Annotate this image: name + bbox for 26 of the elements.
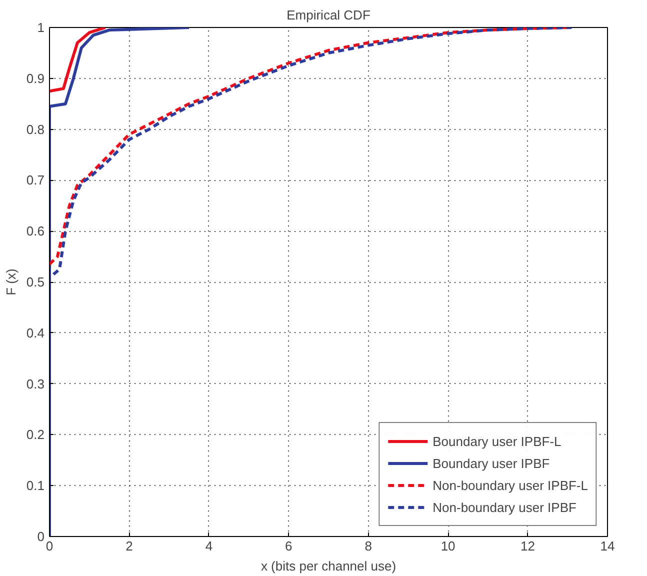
y-tick-label: 0.1 bbox=[26, 478, 45, 494]
x-tick-label: 6 bbox=[285, 538, 292, 554]
y-tick-label: 0.6 bbox=[26, 224, 45, 239]
x-tick-label: 10 bbox=[440, 538, 456, 554]
x-tick-label: 8 bbox=[364, 538, 372, 554]
legend-label: Non-boundary user IPBF bbox=[432, 500, 576, 514]
legend-label: Non-boundary user IPBF-L bbox=[432, 478, 588, 492]
chart-title: Empirical CDF bbox=[286, 8, 370, 22]
y-tick-label: 0.8 bbox=[26, 122, 45, 137]
x-tick-label: 4 bbox=[205, 538, 213, 554]
x-tick-label: 2 bbox=[126, 538, 133, 554]
y-tick-label: 0.7 bbox=[26, 172, 45, 188]
line-series bbox=[50, 28, 107, 93]
y-tick-label: 0.5 bbox=[26, 274, 45, 290]
y-tick-label: 0 bbox=[37, 529, 45, 544]
y-tick-label: 0.4 bbox=[26, 325, 45, 340]
legend-label: Boundary user IPBF bbox=[432, 456, 550, 470]
x-tick-label: 14 bbox=[600, 538, 615, 554]
x-axis-title: x (bits per channel use) bbox=[260, 558, 396, 574]
y-tick-label: 0.3 bbox=[26, 376, 45, 392]
y-tick-label: 0.2 bbox=[26, 427, 45, 442]
y-axis-title: F (x) bbox=[3, 268, 18, 296]
legend-label: Boundary user IPBF-L bbox=[432, 434, 562, 448]
y-tick-label: 0.9 bbox=[26, 70, 45, 86]
x-tick-label: 12 bbox=[520, 538, 536, 554]
y-tick-label: 1 bbox=[37, 20, 45, 35]
